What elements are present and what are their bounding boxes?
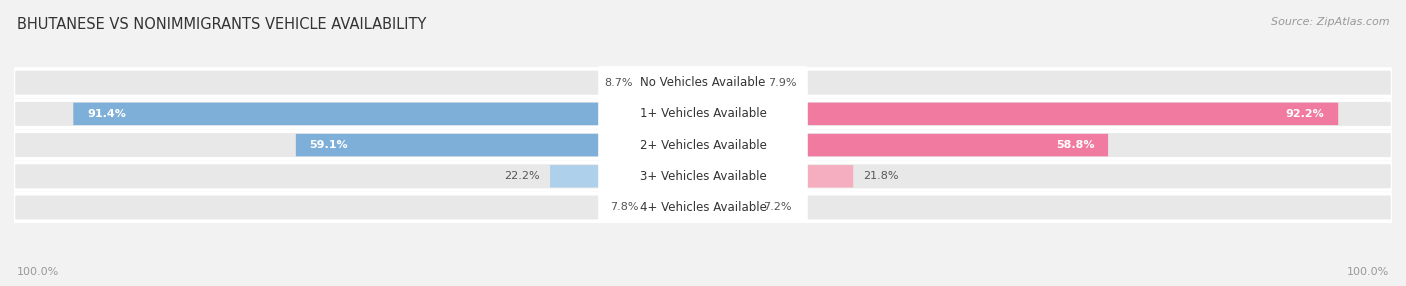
FancyBboxPatch shape [599, 129, 807, 162]
FancyBboxPatch shape [599, 191, 807, 224]
Text: 1+ Vehicles Available: 1+ Vehicles Available [640, 107, 766, 120]
FancyBboxPatch shape [703, 134, 1108, 156]
Text: BHUTANESE VS NONIMMIGRANTS VEHICLE AVAILABILITY: BHUTANESE VS NONIMMIGRANTS VEHICLE AVAIL… [17, 17, 426, 32]
FancyBboxPatch shape [703, 165, 853, 188]
Text: 92.2%: 92.2% [1285, 109, 1324, 119]
Text: 21.8%: 21.8% [863, 171, 898, 181]
FancyBboxPatch shape [650, 196, 703, 219]
FancyBboxPatch shape [295, 134, 703, 156]
FancyBboxPatch shape [73, 103, 703, 125]
Text: 100.0%: 100.0% [1347, 267, 1389, 277]
FancyBboxPatch shape [599, 98, 807, 130]
FancyBboxPatch shape [14, 69, 1392, 96]
Text: Source: ZipAtlas.com: Source: ZipAtlas.com [1271, 17, 1389, 27]
FancyBboxPatch shape [643, 72, 703, 94]
FancyBboxPatch shape [14, 194, 1392, 221]
Text: 7.9%: 7.9% [768, 78, 796, 88]
Text: 2+ Vehicles Available: 2+ Vehicles Available [640, 139, 766, 152]
FancyBboxPatch shape [14, 100, 1392, 128]
Text: 7.2%: 7.2% [763, 202, 792, 212]
Text: 58.8%: 58.8% [1056, 140, 1094, 150]
FancyBboxPatch shape [550, 165, 703, 188]
Text: 8.7%: 8.7% [605, 78, 633, 88]
Text: 4+ Vehicles Available: 4+ Vehicles Available [640, 201, 766, 214]
FancyBboxPatch shape [703, 72, 758, 94]
FancyBboxPatch shape [703, 103, 1339, 125]
Text: 59.1%: 59.1% [309, 140, 349, 150]
FancyBboxPatch shape [599, 66, 807, 99]
Text: 100.0%: 100.0% [17, 267, 59, 277]
Text: 91.4%: 91.4% [87, 109, 127, 119]
FancyBboxPatch shape [703, 196, 752, 219]
Text: 22.2%: 22.2% [505, 171, 540, 181]
Text: No Vehicles Available: No Vehicles Available [640, 76, 766, 89]
FancyBboxPatch shape [14, 162, 1392, 190]
Text: 3+ Vehicles Available: 3+ Vehicles Available [640, 170, 766, 183]
FancyBboxPatch shape [599, 160, 807, 193]
FancyBboxPatch shape [14, 131, 1392, 159]
Text: 7.8%: 7.8% [610, 202, 638, 212]
